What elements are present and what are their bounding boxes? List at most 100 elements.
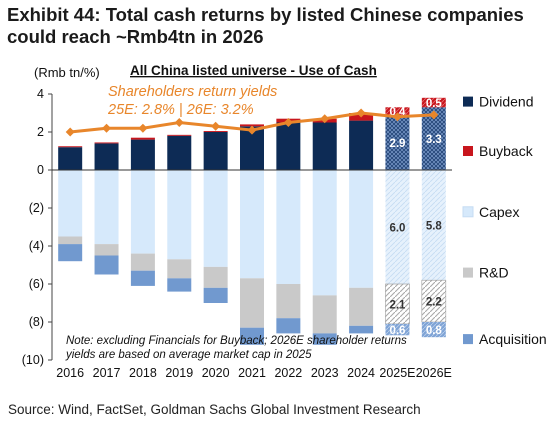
bar-acquisition-2023 bbox=[312, 333, 337, 345]
bar-r-d-2017 bbox=[94, 244, 119, 256]
x-tick-label: 2025E bbox=[379, 366, 415, 380]
data-label-dividend-2026e: 3.3 bbox=[426, 134, 442, 146]
bar-r-d-2026e bbox=[421, 279, 447, 323]
line-series-note: 25E: 2.8% | 26E: 3.2% bbox=[107, 102, 254, 118]
yield-point-2016 bbox=[65, 127, 75, 137]
bar-buyback-2019 bbox=[167, 134, 192, 136]
bar-r-d-2025e bbox=[385, 283, 410, 325]
bar-r-d-2022 bbox=[276, 284, 301, 319]
yield-point-2019 bbox=[174, 118, 184, 127]
bar-capex-2020 bbox=[203, 170, 228, 267]
bar-acquisition-2017 bbox=[94, 255, 119, 275]
source-footnote: Source: Wind, FactSet, Goldman Sachs Glo… bbox=[8, 402, 421, 417]
bar-acquisition-2025e bbox=[385, 323, 410, 336]
bar-dividend-2023 bbox=[312, 122, 337, 170]
bar-capex-2019 bbox=[167, 170, 192, 260]
bar-acquisition-2024 bbox=[349, 325, 374, 334]
legend-swatch-r-d bbox=[463, 267, 473, 278]
bar-acquisition-2018 bbox=[130, 270, 155, 286]
data-label-capex-2025e: 6.0 bbox=[389, 223, 405, 235]
bar-acquisition-2026e bbox=[421, 322, 446, 338]
bar-buyback-2018 bbox=[130, 137, 155, 140]
bar-r-d-2024 bbox=[349, 287, 374, 326]
y-tick-label: (10) bbox=[22, 353, 44, 367]
legend-label-dividend: Dividend bbox=[479, 94, 533, 110]
bar-r-d-2023 bbox=[312, 295, 337, 334]
legend-label-acquisition: Acquisition bbox=[479, 331, 547, 347]
bar-capex-2026e bbox=[421, 170, 446, 281]
bar-r-d-2021 bbox=[240, 278, 264, 328]
bar-acquisition-2022 bbox=[276, 318, 301, 334]
bar-capex-2018 bbox=[130, 170, 155, 254]
bar-buyback-2020 bbox=[203, 131, 228, 132]
legend-swatch-dividend bbox=[463, 96, 473, 107]
bar-dividend-2020 bbox=[203, 132, 228, 170]
data-label-capex-2026e: 5.8 bbox=[426, 221, 443, 233]
yield-point-2026e bbox=[429, 110, 439, 120]
yield-point-2024 bbox=[356, 108, 366, 118]
bar-dividend-2018 bbox=[130, 139, 155, 170]
bar-dividend-2022 bbox=[276, 122, 301, 170]
bar-r-d-2019 bbox=[167, 259, 192, 279]
data-label-acquisition-2026e: 0.8 bbox=[426, 325, 443, 337]
bar-dividend-2019 bbox=[167, 135, 192, 170]
x-tick-label: 2017 bbox=[93, 366, 121, 380]
chart-title: All China listed universe - Use of Cash bbox=[130, 63, 377, 78]
y-tick-label: 2 bbox=[37, 125, 44, 139]
chart-container: 4 2 0 (2) (4) (6) (8) (10) 2016 2017 2018 2019 2020 2… bbox=[0, 52, 550, 387]
x-tick-label: 2023 bbox=[311, 366, 339, 380]
bar-r-d-2016 bbox=[58, 236, 83, 245]
bar-buyback-2025e bbox=[385, 107, 410, 115]
y-tick-label: (8) bbox=[29, 315, 44, 329]
legend-swatch-capex bbox=[462, 206, 474, 218]
y-tick-label: (4) bbox=[29, 239, 44, 253]
x-tick-label: 2016 bbox=[56, 366, 84, 380]
x-tick-label: 2021 bbox=[238, 366, 266, 380]
bar-acquisition-2019 bbox=[167, 278, 192, 292]
bar-buyback-2016 bbox=[58, 146, 83, 148]
x-tick-label: 2022 bbox=[274, 366, 302, 380]
bar-dividend-2024 bbox=[349, 120, 374, 170]
yield-point-2022 bbox=[283, 118, 293, 127]
x-tick-label: 2024 bbox=[347, 366, 375, 380]
bar-buyback-2021 bbox=[240, 124, 264, 127]
yield-point-2020 bbox=[211, 121, 221, 131]
bar-capex-2016 bbox=[58, 170, 83, 237]
bar-capex-2017 bbox=[94, 170, 119, 245]
title-line-2: could reach ~Rmb4tn in 2026 bbox=[7, 26, 264, 47]
bar-r-d-2018 bbox=[130, 253, 155, 271]
data-label-acquisition-2025e: 0.6 bbox=[389, 325, 405, 337]
legend-label-buyback: Buyback bbox=[479, 143, 534, 159]
y-tick-label: 4 bbox=[37, 87, 44, 101]
use-of-cash-chart: 4 2 0 (2) (4) (6) (8) (10) 2016 2017 2018 2019 2020 2… bbox=[22, 63, 547, 380]
legend-swatch-buyback bbox=[463, 146, 473, 156]
yield-point-2023 bbox=[320, 114, 330, 124]
yield-point-2017 bbox=[102, 123, 112, 133]
bar-dividend-2016 bbox=[58, 147, 83, 170]
x-tick-label: 2019 bbox=[165, 366, 193, 380]
x-tick-label: 2018 bbox=[129, 366, 157, 380]
bar-capex-2025e bbox=[385, 170, 410, 284]
y-tick-label: (6) bbox=[29, 277, 44, 291]
bar-buyback-2026e bbox=[421, 97, 446, 108]
yield-point-2018 bbox=[138, 123, 148, 133]
y-tick-label: 0 bbox=[37, 163, 44, 177]
bar-capex-2023 bbox=[312, 170, 337, 296]
y-axis-label: (Rmb tn/%) bbox=[34, 65, 100, 80]
bar-capex-2022 bbox=[276, 170, 301, 284]
yield-point-2021 bbox=[247, 125, 257, 135]
x-tick-label: 2026E bbox=[416, 366, 452, 380]
data-label-buyback-2026e: 0.5 bbox=[426, 98, 443, 110]
legend-swatch-acquisition bbox=[463, 334, 473, 345]
x-tick-label: 2020 bbox=[202, 366, 230, 380]
bar-acquisition-2016 bbox=[58, 244, 83, 262]
bar-buyback-2017 bbox=[94, 142, 119, 144]
bar-dividend-2025e bbox=[385, 114, 410, 170]
data-label-r-d-2025e: 2.1 bbox=[389, 299, 406, 311]
bar-capex-2024 bbox=[349, 170, 374, 288]
bar-capex-2021 bbox=[240, 170, 264, 279]
page-title: Exhibit 44: Total cash returns by listed… bbox=[7, 4, 547, 48]
yield-point-2025e bbox=[392, 112, 402, 122]
legend-label-r-d: R&D bbox=[479, 265, 509, 281]
chart-note-line-2: yields are based on average market cap i… bbox=[65, 349, 312, 361]
